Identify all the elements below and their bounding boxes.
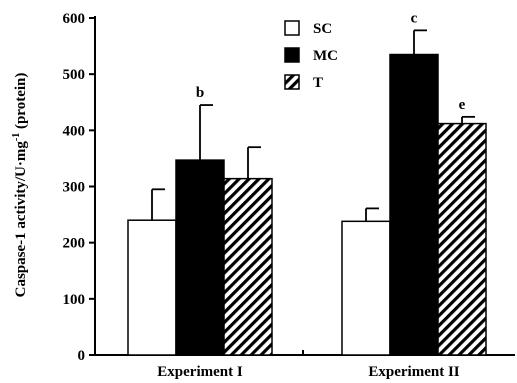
legend-label-mc: MC [313, 48, 338, 64]
annotation-mc-1: b [196, 85, 204, 101]
axes: 0 100 200 300 400 500 600 Experiment I Experimen… [63, 11, 515, 380]
bar-sc-2 [341, 220, 391, 356]
bar-t-1 [223, 177, 273, 356]
bar-mc-2 [389, 53, 439, 356]
legend-swatch-mc [284, 47, 300, 63]
legend-label-t: T [313, 75, 323, 91]
y-tick-label-5: 500 [63, 67, 86, 83]
y-tick-label-0: 0 [78, 348, 86, 364]
y-axis-label: Caspase-1 activity/U·mg-1 (protein) [11, 73, 29, 298]
bar-t-2 [437, 122, 487, 356]
legend-label-sc: SC [313, 21, 332, 37]
x-category-label-1: Experiment I [157, 364, 243, 380]
bars: b c e [127, 10, 487, 356]
y-tick-label-2: 200 [63, 236, 86, 252]
y-axis-label-end: (protein) [13, 73, 29, 133]
legend-swatch-sc [284, 20, 300, 36]
annotation-t-2: e [459, 97, 466, 113]
legend-swatch-t [284, 74, 300, 90]
annotation-mc-2: c [411, 10, 418, 26]
bar-sc-1 [127, 219, 177, 356]
y-tick-label-3: 300 [63, 180, 86, 196]
y-axis-label-superscript: -1 [11, 133, 22, 141]
y-tick-label-1: 100 [63, 292, 86, 308]
legend: SC MC T [284, 20, 338, 91]
y-tick-label-4: 400 [63, 123, 86, 139]
x-category-label-2: Experiment II [368, 364, 459, 380]
y-tick-label-6: 600 [63, 11, 86, 27]
bar-mc-1 [175, 159, 225, 356]
y-axis-label-main: Caspase-1 activity/U·mg [13, 141, 29, 298]
